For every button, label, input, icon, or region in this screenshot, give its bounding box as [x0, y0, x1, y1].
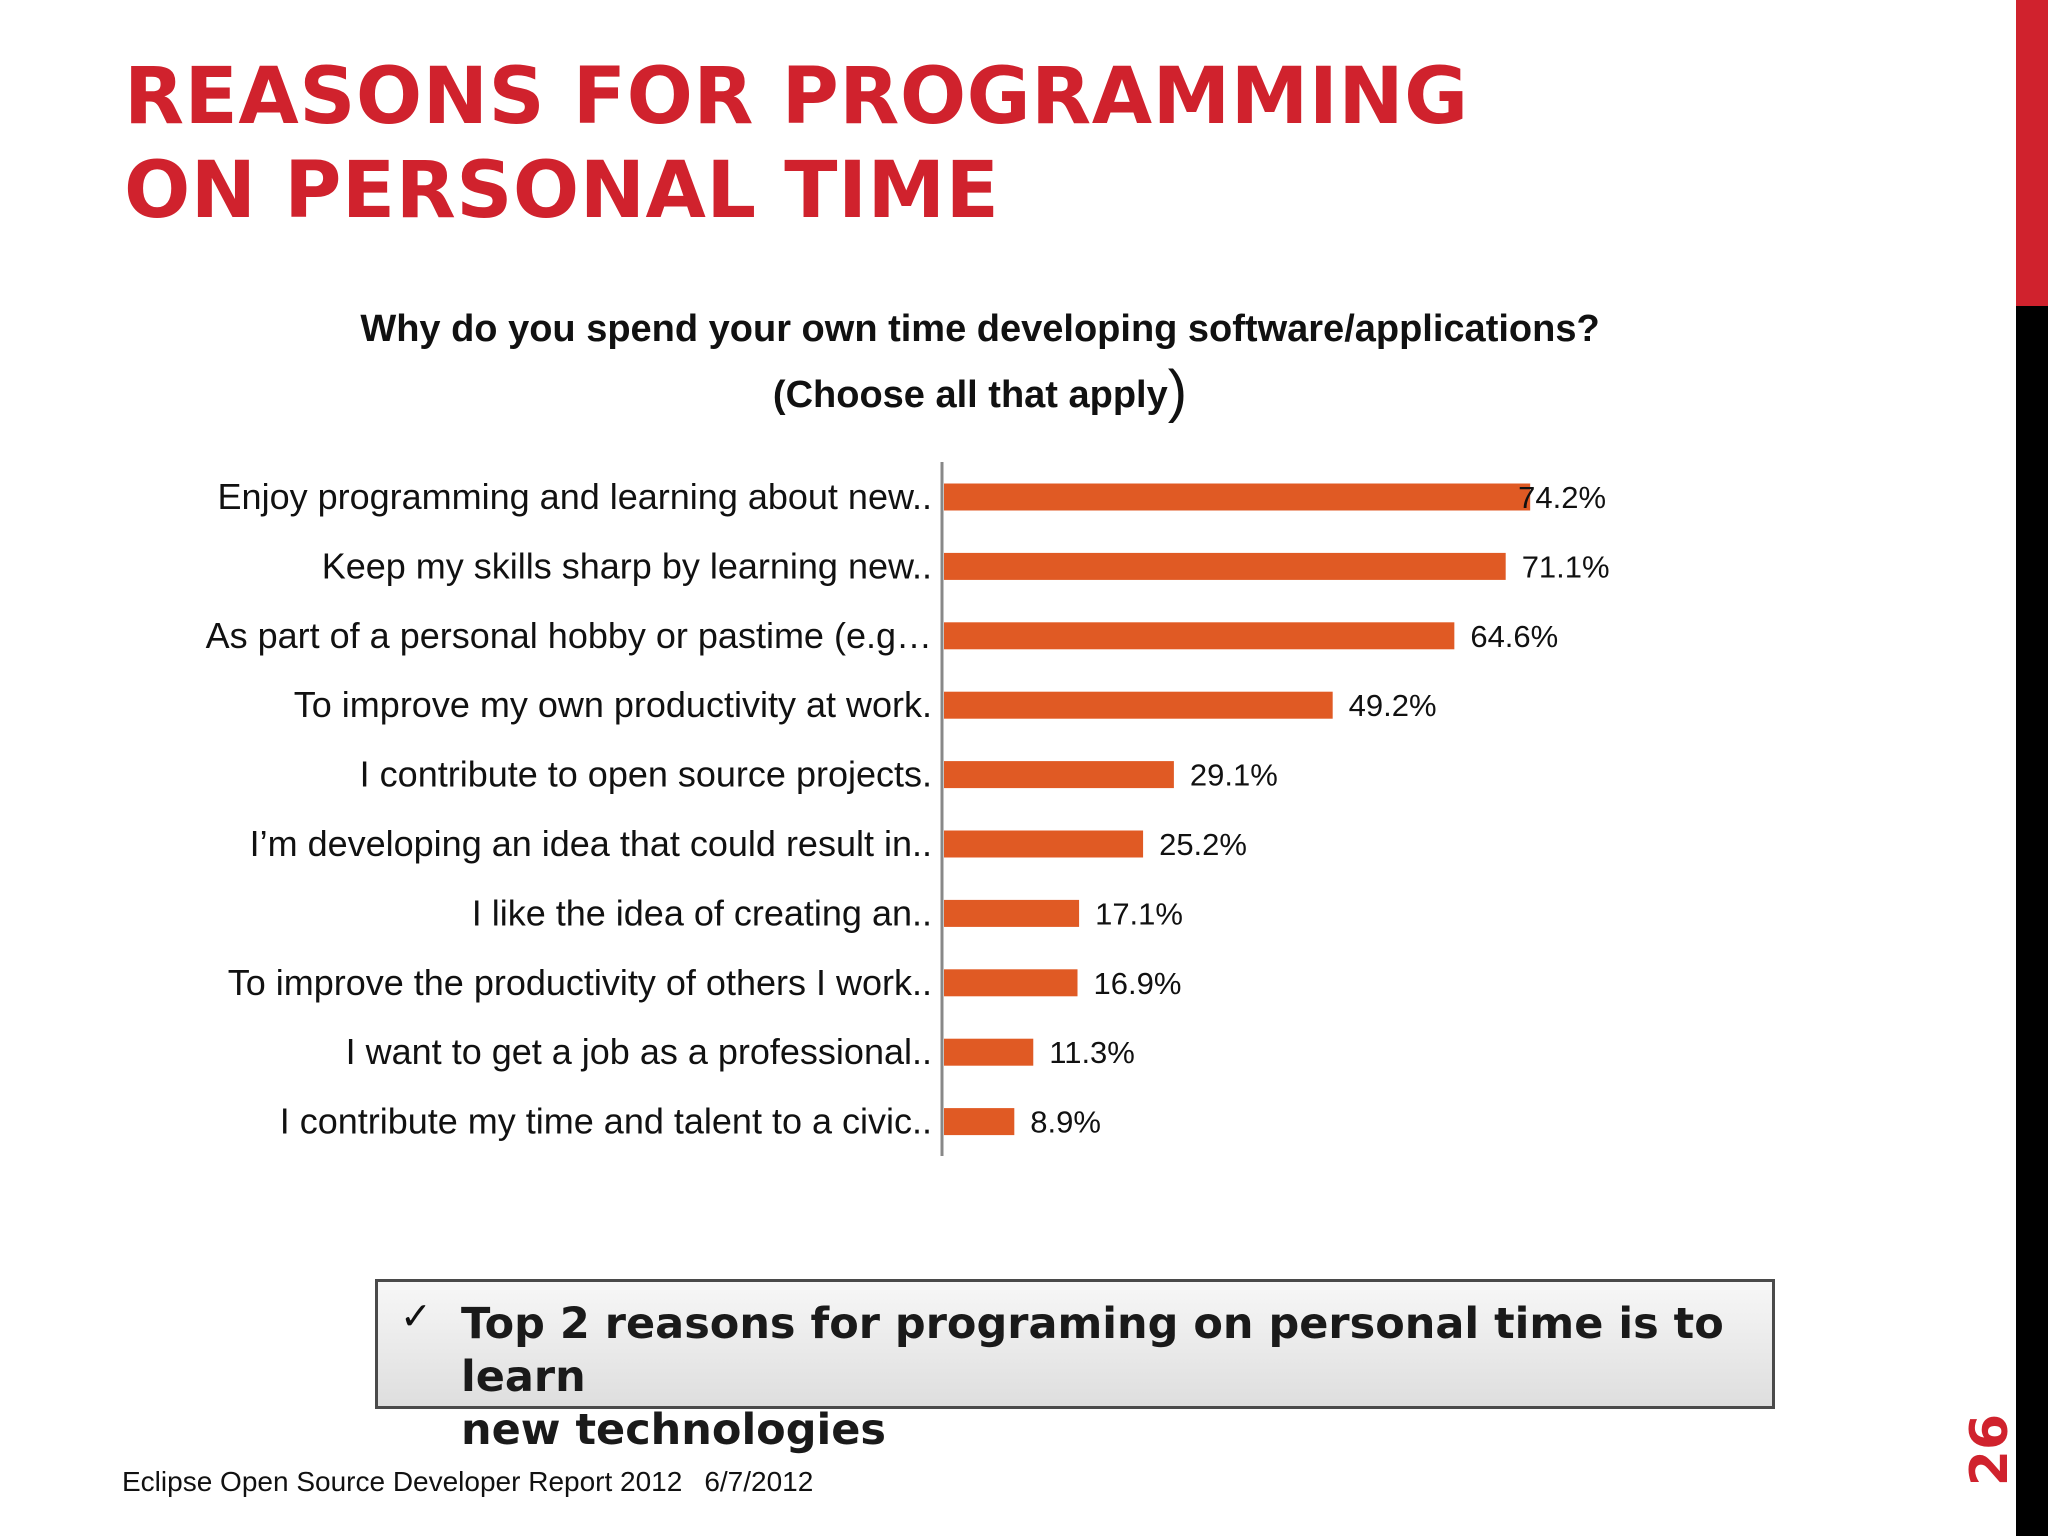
callout-text-line-1: Top 2 reasons for programing on personal…: [461, 1299, 1724, 1402]
category-label: To improve the productivity of others I …: [228, 962, 932, 1003]
category-label: I contribute my time and talent to a civ…: [280, 1101, 932, 1142]
bar: [944, 1108, 1015, 1136]
checkmark-icon: ✓: [400, 1294, 432, 1338]
bar: [944, 830, 1144, 858]
value-label: 25.2%: [1159, 827, 1247, 862]
category-label: I contribute to open source projects.: [360, 754, 932, 795]
footer-date: 6/7/2012: [704, 1466, 814, 1497]
question-line-1: Why do you spend your own time developin…: [360, 308, 1600, 350]
category-label: As part of a personal hobby or pastime (…: [206, 615, 932, 656]
bars: [944, 483, 1531, 1136]
value-label: 8.9%: [1030, 1105, 1101, 1140]
category-label: To improve my own productivity at work.: [294, 684, 932, 725]
side-accent-bar-black: [2016, 306, 2048, 1536]
value-label: 64.6%: [1470, 619, 1558, 654]
survey-question: Why do you spend your own time developin…: [240, 300, 1720, 429]
value-label: 49.2%: [1349, 688, 1437, 723]
footer-source: Eclipse Open Source Developer Report 201…: [122, 1466, 683, 1497]
slide-number: 26: [1960, 1400, 2020, 1500]
callout-text: Top 2 reasons for programing on personal…: [461, 1298, 1751, 1457]
question-line-2-text: (Choose all that apply: [772, 374, 1168, 416]
slide-number-text: 26: [1960, 1413, 2020, 1487]
question-line-2: (Choose all that apply): [240, 358, 1720, 429]
category-label: I want to get a job as a professional..: [346, 1031, 932, 1072]
category-label: I like the idea of creating an..: [472, 892, 932, 933]
bar: [944, 552, 1506, 580]
bar: [944, 691, 1333, 719]
value-label: 11.3%: [1049, 1035, 1135, 1070]
callout-box: ✓ Top 2 reasons for programing on person…: [375, 1279, 1775, 1455]
bar: [944, 899, 1080, 927]
bar: [944, 1038, 1034, 1066]
value-label: 17.1%: [1095, 896, 1183, 931]
category-label: Keep my skills sharp by learning new..: [322, 545, 932, 586]
callout-text-line-2: new technologies: [461, 1405, 887, 1455]
footer: Eclipse Open Source Developer Report 201…: [122, 1466, 835, 1498]
value-label: 29.1%: [1190, 758, 1278, 793]
bar: [944, 622, 1455, 650]
bar: [944, 483, 1531, 511]
value-labels: 74.2% 71.1% 64.6% 49.2% 29.1% 25.2% 17.1% 16.9%…: [1030, 480, 1609, 1140]
bar: [944, 969, 1078, 997]
category-label: Enjoy programming and learning about new…: [218, 476, 932, 517]
category-label: I’m developing an idea that could result…: [250, 823, 932, 864]
category-labels: Enjoy programming and learning about new…: [206, 476, 932, 1142]
value-label: 16.9%: [1094, 966, 1182, 1001]
side-accent-bar-red: [2016, 0, 2048, 306]
bar: [944, 761, 1174, 789]
question-close-paren: ): [1167, 359, 1188, 424]
value-label: 74.2%: [1518, 480, 1606, 515]
bar-chart: Enjoy programming and learning about new…: [206, 462, 1610, 1156]
value-label: 71.1%: [1522, 549, 1610, 584]
slide-title: REASONS FOR PROGRAMMING ON PERSONAL TIME: [124, 52, 1469, 236]
